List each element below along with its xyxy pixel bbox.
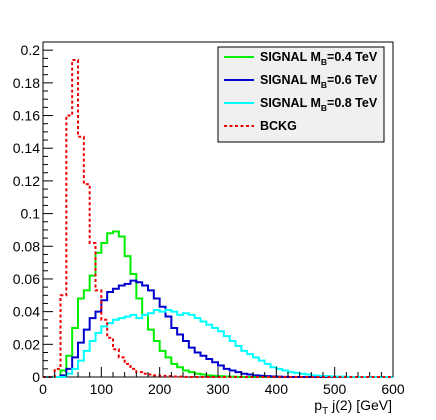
legend-entries: SIGNAL MB=0.4 TeV SIGNAL MB=0.6 TeV SIGNAL…: [224, 50, 378, 133]
y-tick-label: 0.06: [13, 271, 40, 287]
y-tick-label: 0.18: [13, 75, 40, 91]
histogram-series: [43, 309, 393, 378]
y-tick-label: 0.14: [13, 140, 40, 156]
legend-box: [217, 46, 385, 143]
legend-label: BCKG: [260, 119, 297, 133]
y-tick-label: 0.02: [13, 336, 40, 352]
x-tick-label: 0: [39, 381, 47, 397]
y-tick-label: 0.16: [13, 108, 40, 124]
axis-layer: 0 100 200 300 400 500 600 0 0.02 0.04 0.06 0.08 0.1 0…: [13, 42, 405, 397]
legend: SIGNAL MB=0.4 TeV SIGNAL MB=0.6 TeV SIGNAL…: [217, 46, 385, 143]
y-tick-label: 0.2: [21, 42, 41, 58]
y-tick-label: 0.1: [21, 206, 41, 222]
x-tick-label: 500: [323, 381, 347, 397]
y-tick-label: 0: [32, 369, 40, 385]
x-axis-title: pT j(2) [GeV]: [314, 397, 392, 417]
x-tick-label: 300: [206, 381, 230, 397]
y-tick-label: 0.04: [13, 304, 40, 320]
legend-label: SIGNAL MB=0.6 TeV: [260, 73, 378, 90]
legend-label: SIGNAL MB=0.8 TeV: [260, 96, 378, 113]
x-tick-label: 400: [265, 381, 289, 397]
y-tick-label: 0.08: [13, 238, 40, 254]
x-tick-label: 600: [381, 381, 405, 397]
legend-label: SIGNAL MB=0.4 TeV: [260, 50, 378, 67]
x-tick-label: 200: [148, 381, 172, 397]
y-tick-label: 0.12: [13, 173, 40, 189]
x-tick-label: 100: [90, 381, 114, 397]
histogram-series-line: [43, 309, 393, 378]
